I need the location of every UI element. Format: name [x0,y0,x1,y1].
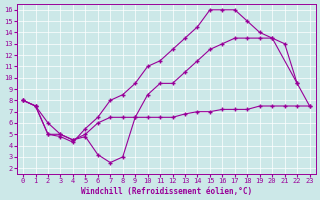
X-axis label: Windchill (Refroidissement éolien,°C): Windchill (Refroidissement éolien,°C) [81,187,252,196]
